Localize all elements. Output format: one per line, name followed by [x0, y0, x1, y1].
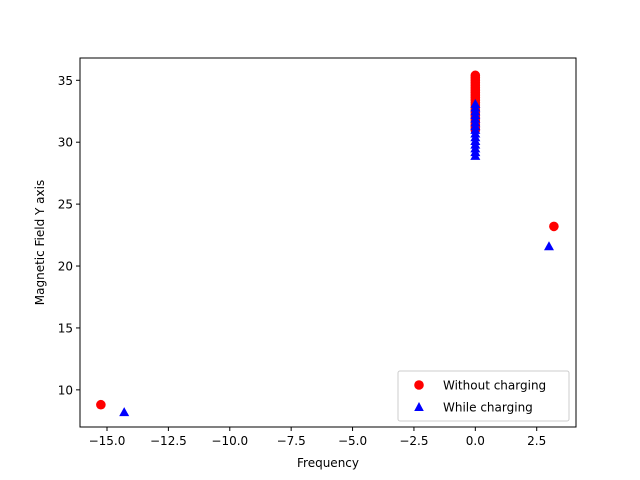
data-point-triangle	[119, 407, 130, 417]
x-tick-label: −12.5	[150, 434, 187, 448]
y-axis: 10 15 20 25 30 35	[58, 74, 80, 397]
legend-marker-while-charging	[414, 402, 424, 411]
legend-label-without-charging: Without charging	[443, 379, 546, 393]
x-tick-label: −7.5	[277, 434, 306, 448]
legend-box	[397, 370, 570, 422]
y-tick-label: 35	[58, 74, 73, 88]
x-tick-label: −15.0	[89, 434, 126, 448]
legend-marker-without-charging	[414, 380, 424, 390]
data-point-circle	[549, 221, 559, 232]
legend-label-while-charging: While charging	[443, 401, 533, 415]
data-point-triangle	[470, 150, 481, 160]
y-tick-label: 30	[58, 136, 73, 150]
x-tick-label: −10.0	[211, 434, 248, 448]
x-tick-label: −5.0	[338, 434, 367, 448]
y-axis-label: Magnetic Field Y axis	[33, 180, 47, 305]
x-axis: −15.0 −12.5 −10.0 −7.5 −5.0 −2.5 0.0 2.5	[89, 427, 546, 448]
series-without-charging	[96, 70, 559, 410]
data-point-circle	[96, 399, 106, 410]
axes-frame	[79, 57, 577, 428]
y-tick-label: 25	[58, 198, 73, 212]
series-while-charging	[119, 98, 554, 417]
x-tick-label: −2.5	[399, 434, 428, 448]
legend: Without charging While charging	[397, 370, 570, 422]
x-tick-label: 0.0	[466, 434, 485, 448]
x-tick-label: 2.5	[527, 434, 546, 448]
y-tick-label: 10	[58, 383, 73, 397]
data-point-triangle	[543, 241, 554, 251]
y-tick-label: 20	[58, 260, 73, 274]
data-marks	[96, 70, 559, 417]
y-tick-label: 15	[58, 321, 73, 335]
x-axis-label: Frequency	[297, 456, 359, 470]
